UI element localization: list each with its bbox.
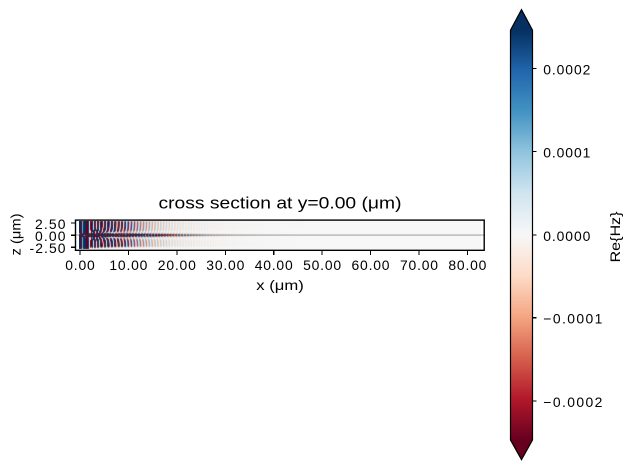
svg-text:70.00: 70.00 bbox=[400, 257, 438, 273]
svg-text:50.00: 50.00 bbox=[303, 257, 341, 273]
svg-text:0.0002: 0.0002 bbox=[543, 61, 590, 77]
svg-text:60.00: 60.00 bbox=[352, 257, 390, 273]
svg-text:30.00: 30.00 bbox=[206, 257, 244, 273]
svg-text:z (μm): z (μm) bbox=[8, 214, 24, 256]
svg-text:0.0001: 0.0001 bbox=[543, 144, 590, 160]
svg-text:x (μm): x (μm) bbox=[256, 277, 304, 293]
svg-text:80.00: 80.00 bbox=[448, 257, 486, 273]
svg-text:−0.0001: −0.0001 bbox=[543, 311, 602, 327]
svg-text:10.00: 10.00 bbox=[109, 257, 147, 273]
svg-text:0.00: 0.00 bbox=[35, 228, 66, 244]
svg-text:cross section at y=0.00 (μm): cross section at y=0.00 (μm) bbox=[159, 194, 402, 212]
svg-text:-2.50: -2.50 bbox=[30, 240, 66, 256]
svg-text:20.00: 20.00 bbox=[158, 257, 196, 273]
svg-text:−0.0002: −0.0002 bbox=[543, 394, 602, 410]
svg-text:0.0000: 0.0000 bbox=[543, 228, 590, 244]
svg-text:0.00: 0.00 bbox=[65, 257, 95, 273]
svg-text:Re{Hz}: Re{Hz} bbox=[607, 211, 623, 262]
svg-text:40.00: 40.00 bbox=[255, 257, 293, 273]
svg-text:2.50: 2.50 bbox=[35, 216, 66, 232]
